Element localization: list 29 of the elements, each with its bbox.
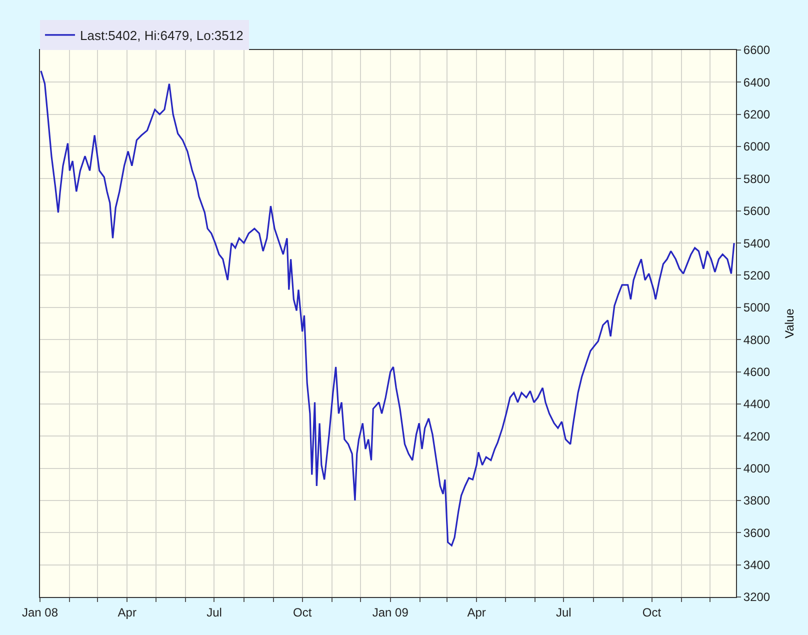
y-tick-label: 4600 [743,364,770,379]
y-tick-label: 4400 [743,397,770,412]
y-tick-label: 3200 [743,590,770,604]
y-tick-label: 6000 [743,140,770,154]
x-tick-label: Jul [206,605,222,620]
x-tick-label: Apr [118,605,136,620]
y-tick-label: 4000 [743,461,770,476]
line-series [40,70,735,546]
y-tick-label: 3800 [743,494,770,508]
legend-label: Last:5402, Hi:6479, Lo:3512 [80,28,244,44]
y-tick-label: 4200 [743,429,770,444]
x-tick-label: Oct [292,605,312,620]
y-tick-label: 5200 [743,268,770,282]
y-tick-label: 5000 [743,300,770,315]
y-tick-label: 3600 [743,526,770,540]
x-tick-label: Oct [642,605,662,620]
y-tick-label: 5600 [743,204,770,218]
y-tick-label: 5400 [743,236,770,250]
y-axis-title: Value [782,308,796,338]
y-tick-label: 5800 [743,172,770,186]
y-tick-label: 6200 [743,108,770,122]
x-tick-label: Apr [467,605,486,620]
y-tick-label: 6600 [743,43,770,58]
x-tick-label: Jan 09 [372,605,409,620]
x-tick-label: Jan 08 [22,605,58,620]
y-tick-label: 3400 [743,558,770,572]
x-tick-label: Jul [556,605,572,620]
y-tick-label: 6400 [743,75,770,90]
y-tick-label: 4800 [743,332,770,347]
